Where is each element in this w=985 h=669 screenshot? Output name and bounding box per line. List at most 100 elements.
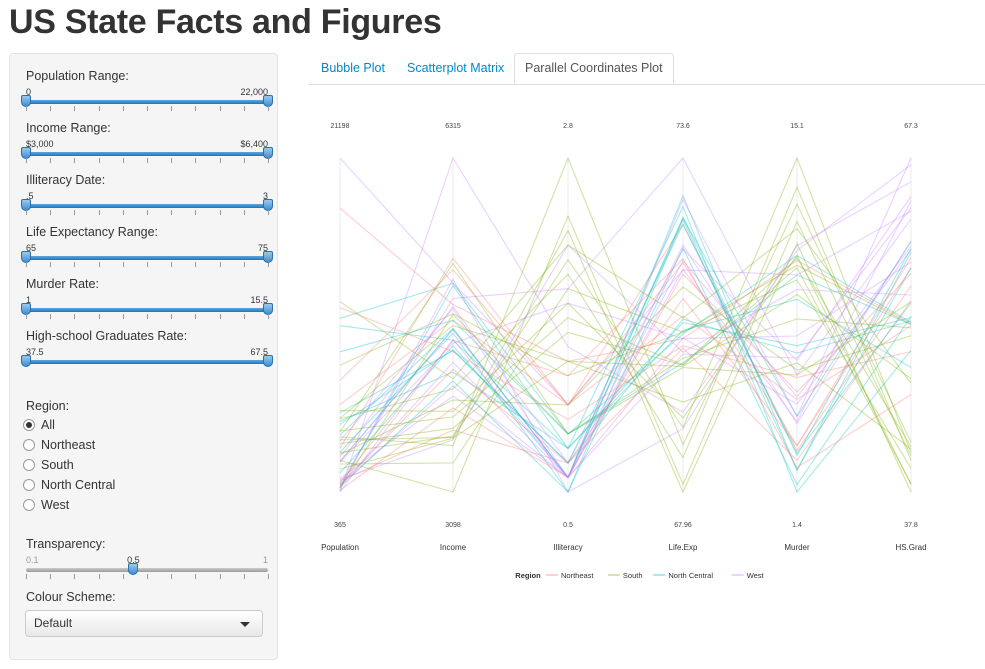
axis-max-label: 2.8	[563, 123, 573, 130]
slider-tick	[268, 210, 269, 215]
radio-button[interactable]	[23, 459, 35, 471]
slider-tick	[195, 158, 196, 163]
life-expectancy-range-label: Life Expectancy Range:	[26, 224, 268, 240]
slider-tick	[268, 262, 269, 267]
slider-tick	[171, 574, 172, 579]
slider-tick	[147, 158, 148, 163]
sidebar-panel: Population Range: 0 22,000 Income Range: …	[9, 53, 278, 660]
slider-tick	[171, 106, 172, 111]
slider-tick	[26, 574, 27, 579]
transparency-label: Transparency:	[26, 536, 268, 552]
slider-tick	[220, 574, 221, 579]
axis-min-label: 67.96	[674, 522, 692, 529]
legend-title: Region	[515, 571, 541, 580]
region-radio-north-central[interactable]: North Central	[23, 476, 115, 494]
parallel-coordinates-chart: 21198 365 Population 6315 3098 Income 2.8 0.5 Il…	[300, 95, 980, 595]
colour-scheme-value: Default	[34, 616, 72, 630]
slider-tick	[220, 262, 221, 267]
slider-tick	[171, 262, 172, 267]
hs-grad-rate-label: High-school Graduates Rate:	[26, 328, 268, 344]
region-label: Region:	[26, 399, 69, 413]
legend-label: North Central	[668, 571, 713, 580]
slider-ticks	[26, 210, 268, 216]
slider-tick	[50, 574, 51, 579]
slider-tick	[268, 158, 269, 163]
radio-button[interactable]	[23, 499, 35, 511]
slider-tick	[123, 262, 124, 267]
radio-label: All	[41, 418, 55, 432]
slider-tick	[99, 262, 100, 267]
population-range-slider[interactable]: Population Range: 0 22,000	[26, 68, 268, 112]
slider-tick	[99, 106, 100, 111]
slider-tick	[123, 314, 124, 319]
axis-min-label: 1.4	[792, 522, 802, 529]
illiteracy-range-slider[interactable]: Illiteracy Date: .5 3	[26, 172, 268, 216]
region-radio-south[interactable]: South	[23, 456, 74, 474]
slider-tick	[74, 314, 75, 319]
radio-button[interactable]	[23, 419, 35, 431]
axis-max-label: 73.6	[676, 123, 690, 130]
transparency-min-value: 0.1	[26, 555, 39, 565]
slider-tick	[123, 210, 124, 215]
slider-tick	[50, 158, 51, 163]
slider-tick	[244, 210, 245, 215]
slider-tick	[99, 314, 100, 319]
slider-tick	[244, 158, 245, 163]
slider-tick	[171, 210, 172, 215]
slider-tick	[99, 210, 100, 215]
tab-scatterplot-matrix[interactable]: Scatterplot Matrix	[397, 53, 514, 83]
axis-min-label: 37.8	[904, 522, 918, 529]
slider-tick	[50, 106, 51, 111]
tab-bubble-plot[interactable]: Bubble Plot	[311, 53, 395, 83]
series-line-north-central	[340, 248, 911, 492]
colour-scheme-label: Colour Scheme:	[26, 590, 116, 604]
hs-grad-rate-slider[interactable]: High-school Graduates Rate: 37.5 67.5	[26, 328, 268, 364]
slider-tick	[220, 158, 221, 163]
axis-max-label: 21198	[331, 123, 350, 130]
page-title: US State Facts and Figures	[9, 2, 441, 42]
slider-tick	[147, 210, 148, 215]
region-radio-northeast[interactable]: Northeast	[23, 436, 95, 454]
radio-label: North Central	[41, 478, 115, 492]
axis-name-label: Income	[440, 543, 467, 552]
tab-bar: Bubble Plot Scatterplot Matrix Parallel …	[308, 53, 985, 85]
income-range-slider[interactable]: Income Range: $3,000 $6,400	[26, 120, 268, 164]
region-radio-west[interactable]: West	[23, 496, 69, 514]
slider-tick	[195, 574, 196, 579]
slider-tick	[99, 574, 100, 579]
slider-tick	[26, 106, 27, 111]
slider-tick	[195, 262, 196, 267]
region-radio-all[interactable]: All	[23, 416, 55, 434]
slider-tick	[50, 262, 51, 267]
radio-button[interactable]	[23, 439, 35, 451]
slider-ticks	[26, 158, 268, 164]
chevron-down-icon	[240, 622, 250, 627]
radio-button[interactable]	[23, 479, 35, 491]
slider-tick	[171, 158, 172, 163]
slider-tick	[220, 210, 221, 215]
axis-max-label: 6315	[445, 123, 461, 130]
life-expectancy-range-slider[interactable]: Life Expectancy Range: 65 75	[26, 224, 268, 268]
slider-tick	[244, 262, 245, 267]
slider-tick	[147, 314, 148, 319]
hs-grad-max-handle[interactable]	[263, 355, 273, 367]
slider-tick	[147, 106, 148, 111]
tab-parallel-coordinates-plot[interactable]: Parallel Coordinates Plot	[514, 53, 674, 84]
slider-tick	[268, 106, 269, 111]
slider-tick	[147, 574, 148, 579]
population-range-label: Population Range:	[26, 68, 268, 84]
murder-rate-label: Murder Rate:	[26, 276, 268, 292]
slider-ticks	[26, 106, 268, 112]
slider-ticks	[26, 574, 268, 580]
legend-label: West	[747, 571, 765, 580]
slider-tick	[244, 314, 245, 319]
transparency-slider[interactable]: Transparency: 0.1 0.5 1	[26, 536, 268, 580]
murder-rate-slider[interactable]: Murder Rate: 1 15.5	[26, 276, 268, 320]
slider-tick	[26, 210, 27, 215]
slider-tick	[123, 158, 124, 163]
slider-tick	[171, 314, 172, 319]
colour-scheme-select[interactable]: Default	[25, 610, 263, 637]
hs-grad-min-handle[interactable]	[21, 355, 31, 367]
axis-max-label: 67.3	[904, 123, 918, 130]
slider-tick	[26, 314, 27, 319]
